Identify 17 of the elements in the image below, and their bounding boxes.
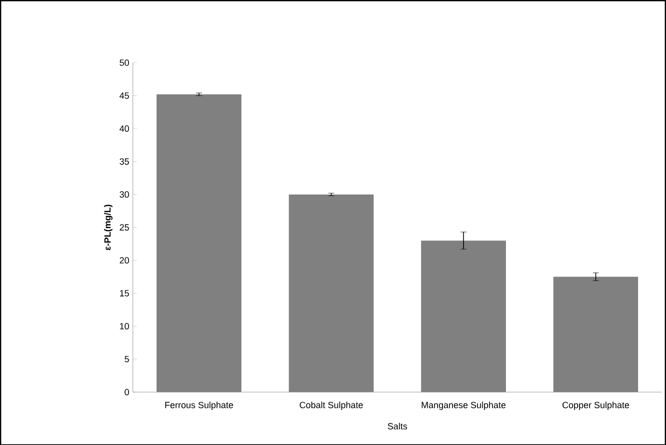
x-axis-title: Salts: [388, 422, 408, 430]
y-tick-label: 25: [120, 224, 129, 230]
y-tick-label: 5: [124, 356, 129, 362]
y-axis-title: ε-PL(mg/L): [104, 204, 112, 250]
y-tick-label: 0: [124, 388, 129, 396]
y-tick-label: 40: [120, 125, 129, 132]
y-tick-label: 15: [120, 290, 129, 296]
x-tick-label: Ferrous Sulphate: [165, 401, 234, 410]
y-tick-label: 50: [120, 59, 129, 66]
x-tick-label: Manganese Sulphate: [422, 401, 506, 410]
y-tick-label: 35: [120, 158, 129, 165]
x-tick-label: Cobalt Sulphate: [300, 401, 363, 410]
y-tick-label: 30: [120, 191, 129, 198]
y-tick-label: 20: [120, 256, 129, 264]
y-tick-label: 45: [120, 92, 129, 99]
x-tick-label: Copper Sulphate: [562, 401, 630, 410]
y-tick-label: 10: [120, 322, 129, 330]
